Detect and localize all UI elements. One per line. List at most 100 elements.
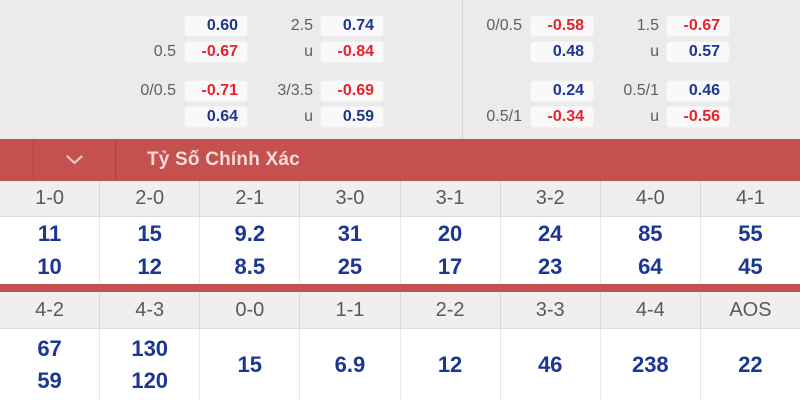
score-odds-cell[interactable]: 67 59 — [0, 329, 101, 400]
odds-value: 59 — [37, 367, 62, 393]
odds-button[interactable]: -0.58 — [530, 15, 594, 37]
odds-line-label: 3/3.5 — [277, 82, 313, 99]
chevron-down-icon — [66, 155, 83, 165]
odds-row: 0.24 0.5/1 0.46 — [474, 80, 730, 102]
odds-value: 31 — [337, 221, 363, 246]
odds-value: 120 — [131, 367, 169, 393]
odds-value: 64 — [638, 254, 663, 279]
score-odds-cell[interactable]: 130 120 — [100, 329, 201, 400]
odds-button[interactable]: 0.24 — [530, 80, 594, 102]
odds-group-left: 0.60 2.5 0.74 0.5 -0.67 u -0.84 0/0.5 -0… — [128, 15, 384, 132]
score-odds-cell[interactable]: 55 45 — [701, 217, 800, 284]
score-column-header: 3-2 — [501, 181, 601, 216]
odds-group-right: 0/0.5 -0.58 1.5 -0.67 0.48 u 0.57 0.24 0… — [474, 15, 730, 132]
correct-score-table-2: 4-2 4-3 0-0 1-1 2-2 3-3 4-4 AOS 67 59 13… — [0, 292, 800, 400]
odds-line-label: 0/0.5 — [486, 17, 522, 34]
odds-button[interactable]: 0.46 — [666, 80, 730, 102]
score-column-header: 4-0 — [601, 181, 701, 216]
odds-button[interactable]: 0.64 — [184, 106, 248, 128]
odds-value: 22 — [738, 351, 763, 377]
odds-value: 238 — [631, 351, 669, 377]
odds-value: 46 — [537, 351, 563, 377]
odds-button[interactable]: -0.69 — [320, 80, 384, 102]
odds-value: 25 — [337, 254, 363, 279]
odds-row: 0/0.5 -0.71 3/3.5 -0.69 — [128, 80, 384, 102]
score-odds-cell[interactable]: 6.9 — [300, 329, 401, 400]
score-odds-cell[interactable]: 12 — [401, 329, 501, 400]
odds-value: 9.2 — [234, 221, 266, 246]
odds-value: 15 — [237, 351, 263, 377]
odds-button[interactable]: -0.71 — [184, 80, 248, 102]
odds-row: 0/0.5 -0.58 1.5 -0.67 — [474, 15, 730, 37]
score-column-header: 1-1 — [300, 292, 401, 328]
odds-row: 0.60 2.5 0.74 — [128, 15, 384, 37]
odds-value: 85 — [638, 221, 663, 246]
odds-value: 11 — [37, 221, 62, 246]
odds-value: 12 — [437, 351, 463, 377]
score-odds-cell[interactable]: 9.2 8.5 — [200, 217, 301, 284]
odds-value: 15 — [137, 221, 162, 246]
odds-line-label: 1.5 — [636, 17, 659, 34]
odds-line-label: u — [650, 43, 659, 60]
odds-button[interactable]: -0.34 — [530, 106, 594, 128]
score-column-header: 4-2 — [0, 292, 101, 328]
odds-line-label: u — [304, 108, 313, 125]
odds-button[interactable]: -0.84 — [320, 41, 384, 63]
score-values-row: 67 59 130 120 15 6.9 12 46 238 22 — [0, 329, 800, 400]
odds-button[interactable]: 0.48 — [530, 41, 594, 63]
score-odds-cell[interactable]: 46 — [501, 329, 601, 400]
odds-row: 0.48 u 0.57 — [474, 41, 730, 63]
odds-line-label: u — [304, 43, 313, 60]
score-column-header: 3-0 — [300, 181, 401, 216]
section-divider — [0, 284, 800, 292]
odds-value: 24 — [537, 221, 563, 246]
odds-value: 20 — [437, 221, 463, 246]
score-odds-cell[interactable]: 24 23 — [501, 217, 601, 284]
odds-button[interactable]: 0.59 — [320, 106, 384, 128]
score-odds-cell[interactable]: 20 17 — [401, 217, 501, 284]
odds-value: 45 — [738, 254, 763, 279]
score-column-header: 2-2 — [401, 292, 501, 328]
score-odds-cell[interactable]: 31 25 — [300, 217, 401, 284]
odds-value: 10 — [37, 254, 62, 279]
odds-row: 0.5 -0.67 u -0.84 — [128, 41, 384, 63]
odds-row: 0.64 u 0.59 — [128, 106, 384, 128]
score-odds-cell[interactable]: 15 — [200, 329, 301, 400]
odds-button[interactable]: -0.67 — [184, 41, 248, 63]
score-odds-cell[interactable]: 15 12 — [100, 217, 201, 284]
score-values-row: 11 10 15 12 9.2 8.5 31 25 20 17 24 23 85… — [0, 217, 800, 284]
section-title: Tỷ Số Chính Xác — [147, 149, 300, 170]
odds-value: 130 — [131, 335, 169, 361]
section-header-bar: Tỷ Số Chính Xác — [0, 139, 800, 181]
score-column-header: 3-3 — [501, 292, 601, 328]
odds-button[interactable]: -0.67 — [666, 15, 730, 37]
odds-value: 8.5 — [234, 254, 266, 279]
odds-line-label: 0.5/1 — [486, 108, 522, 125]
score-odds-cell[interactable]: 85 64 — [601, 217, 701, 284]
odds-value: 67 — [37, 335, 62, 361]
vertical-divider — [462, 0, 463, 139]
score-column-header: 2-1 — [200, 181, 301, 216]
score-header-row: 4-2 4-3 0-0 1-1 2-2 3-3 4-4 AOS — [0, 292, 800, 329]
correct-score-table-1: 1-0 2-0 2-1 3-0 3-1 3-2 4-0 4-1 11 10 15… — [0, 181, 800, 284]
odds-value: 17 — [437, 254, 463, 279]
score-column-header: 4-3 — [100, 292, 201, 328]
score-odds-cell[interactable]: 238 — [601, 329, 701, 400]
odds-value: 55 — [738, 221, 763, 246]
odds-value: 23 — [537, 254, 563, 279]
odds-button[interactable]: -0.56 — [666, 106, 730, 128]
score-odds-cell[interactable]: 11 10 — [0, 217, 101, 284]
score-column-header: 2-0 — [100, 181, 201, 216]
score-odds-cell[interactable]: 22 — [701, 329, 800, 400]
odds-button[interactable]: 0.60 — [184, 15, 248, 37]
score-header-row: 1-0 2-0 2-1 3-0 3-1 3-2 4-0 4-1 — [0, 181, 800, 217]
odds-value: 6.9 — [334, 351, 366, 377]
odds-value: 12 — [137, 254, 162, 279]
odds-line-label: u — [650, 108, 659, 125]
collapse-toggle[interactable] — [33, 139, 116, 181]
odds-line-label: 2.5 — [290, 17, 313, 34]
odds-button[interactable]: 0.57 — [666, 41, 730, 63]
odds-row: 0.5/1 -0.34 u -0.56 — [474, 106, 730, 128]
score-column-header: 4-4 — [601, 292, 701, 328]
odds-button[interactable]: 0.74 — [320, 15, 384, 37]
